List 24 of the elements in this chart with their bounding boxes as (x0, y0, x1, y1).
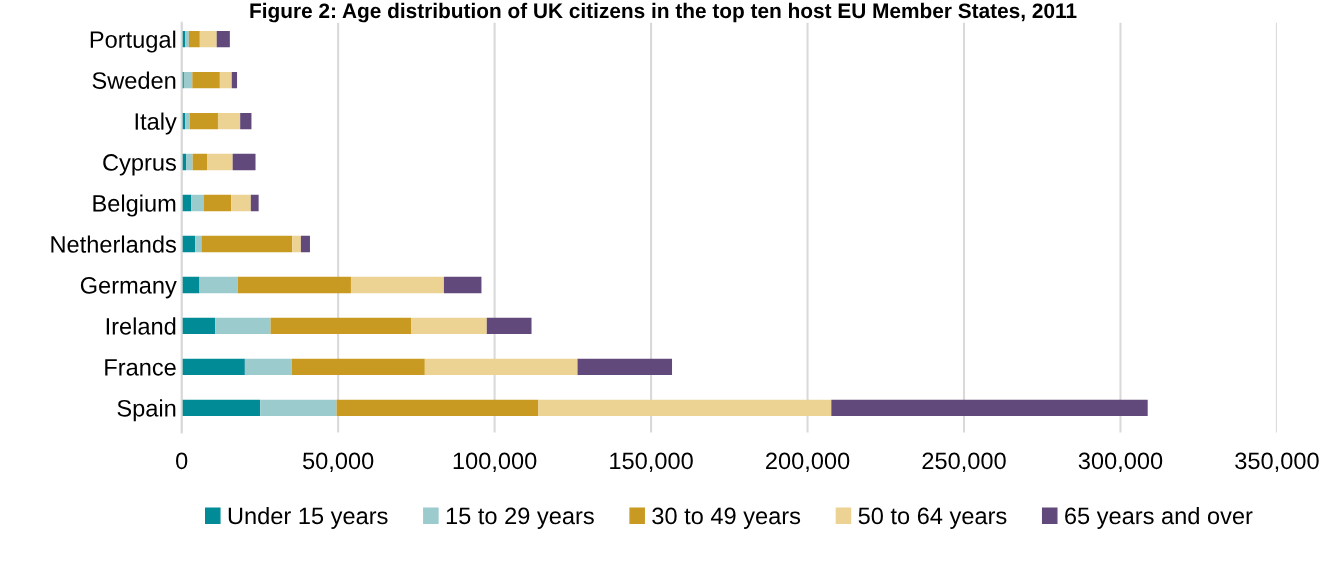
y-tick-label: Belgium (93, 194, 176, 217)
legend-label: 30 to 49 years (652, 507, 801, 529)
x-tick-label: 0 (176, 452, 188, 470)
x-tick-label: 350,000 (1235, 452, 1319, 473)
x-tick-label: 150,000 (610, 452, 693, 473)
legend-label: 50 to 64 years (858, 507, 1007, 529)
y-tick-label: Portugal (90, 30, 176, 53)
y-tick-label: Cyprus (103, 154, 176, 176)
x-tick-label: 50,000 (302, 452, 374, 473)
x-tick-label: 200,000 (766, 452, 850, 473)
x-tick-label: 250,000 (922, 452, 1006, 473)
y-tick-label: Germany (80, 277, 177, 299)
y-tick-label: Sweden (92, 71, 176, 89)
y-tick-label: France (105, 359, 176, 376)
x-tick-label: 100,000 (453, 452, 537, 473)
x-tick-label: 300,000 (1078, 452, 1163, 473)
y-tick-label: Spain (117, 399, 176, 422)
y-tick-label: Ireland (106, 317, 176, 335)
chart-title: Figure 2: Age distribution of UK citizens in the top ten host EU Member States, 2011 (250, 2, 1077, 23)
legend-label: 15 to 29 years (446, 507, 594, 529)
legend-label: 65 years and over (1065, 506, 1253, 529)
legend-label: Under 15 years (228, 506, 388, 529)
y-tick-label: Italy (135, 112, 177, 135)
y-tick-label: Netherlands (51, 235, 176, 253)
